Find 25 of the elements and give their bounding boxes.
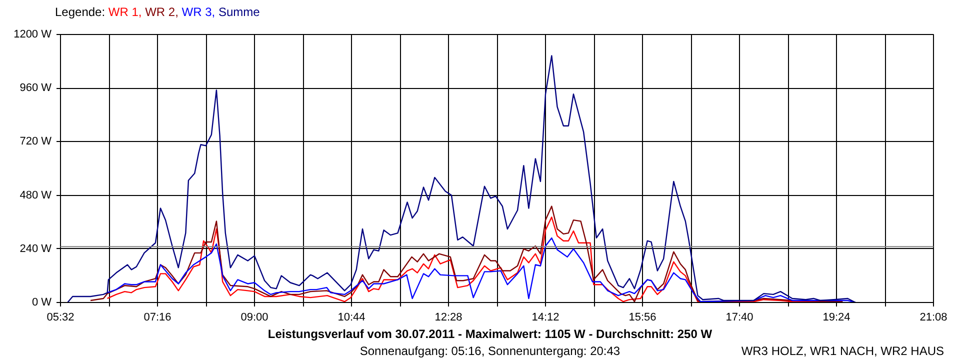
x-tick-label: 14:12 — [532, 312, 560, 324]
x-tick-label: 10:44 — [338, 312, 366, 324]
text: WR 3, — [182, 5, 216, 19]
y-tick-label: 480 W — [20, 189, 52, 202]
x-tick-label: 12:28 — [434, 312, 462, 324]
x-tick-label: 09:00 — [240, 312, 268, 324]
x-tick-label: 15:56 — [628, 312, 656, 324]
text: Summe — [218, 5, 260, 19]
text: WR 2, — [145, 5, 178, 19]
text: WR 1, — [108, 5, 142, 19]
y-tick-label: 240 W — [20, 242, 52, 255]
x-tick-label: 17:40 — [726, 312, 754, 324]
x-tick-label: 07:16 — [144, 312, 172, 324]
y-tick-label: 960 W — [20, 82, 52, 94]
text: Sonnenaufgang: 05:16, Sonnenuntergang: 20:43 — [360, 344, 620, 358]
x-tick-label: 21:08 — [920, 312, 948, 324]
x-tick-label: 05:32 — [46, 312, 74, 324]
text: WR3 HOLZ, WR1 NACH, WR2 HAUS — [741, 343, 944, 360]
x-tick-label: 19:24 — [822, 312, 850, 324]
y-tick-label: 720 W — [20, 136, 52, 148]
y-tick-label: 0 W — [32, 296, 52, 308]
legend-title: Legende: — [55, 5, 106, 19]
line-series — [66, 55, 856, 302]
y-tick-label: 1200 W — [14, 28, 52, 40]
text: Leistungsverlauf vom 30.07.2011 - Maximalwert: 1105 W - Durchschnitt: 250 W — [266, 326, 714, 343]
